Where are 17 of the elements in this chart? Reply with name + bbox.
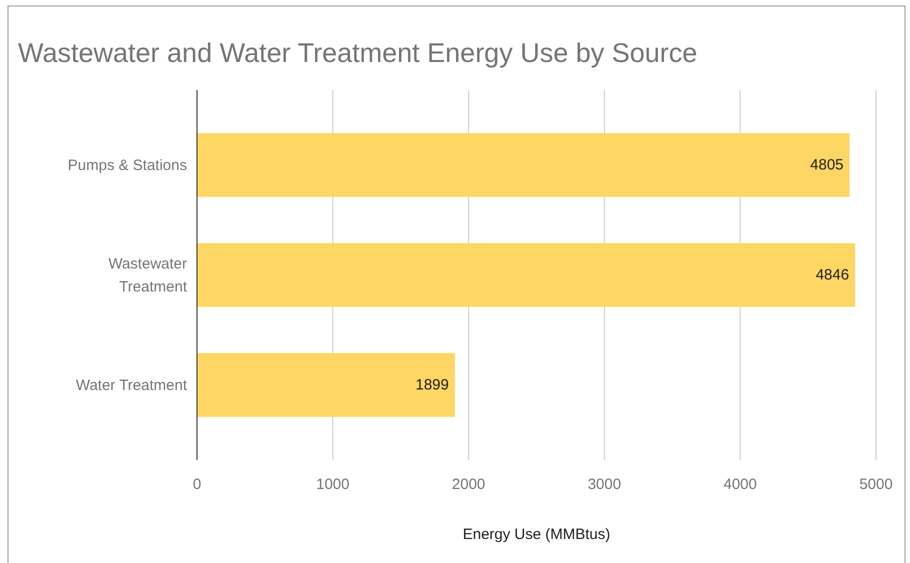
bar <box>197 243 856 307</box>
data-label: 4846 <box>816 266 850 284</box>
x-tick-label: 5000 <box>859 476 893 493</box>
bar <box>197 133 850 197</box>
y-tick-label: Pumps & Stations <box>68 157 187 174</box>
bar <box>197 353 455 417</box>
y-tick-label: Water Treatment <box>76 377 188 394</box>
x-axis-title: Energy Use (MMBtus) <box>462 526 610 543</box>
x-tick-label: 1000 <box>316 476 350 493</box>
x-tick-label: 0 <box>192 476 202 493</box>
x-tick-label: 4000 <box>724 476 757 493</box>
data-label: 1899 <box>416 376 449 394</box>
chart-title: Wastewater and Water Treatment Energy Use by Source <box>18 38 698 68</box>
data-label: 4805 <box>810 156 844 174</box>
y-tick-label: Wastewater Treatment <box>108 256 188 296</box>
x-tick-label: 3000 <box>588 476 622 493</box>
x-tick-label: 2000 <box>452 476 486 493</box>
